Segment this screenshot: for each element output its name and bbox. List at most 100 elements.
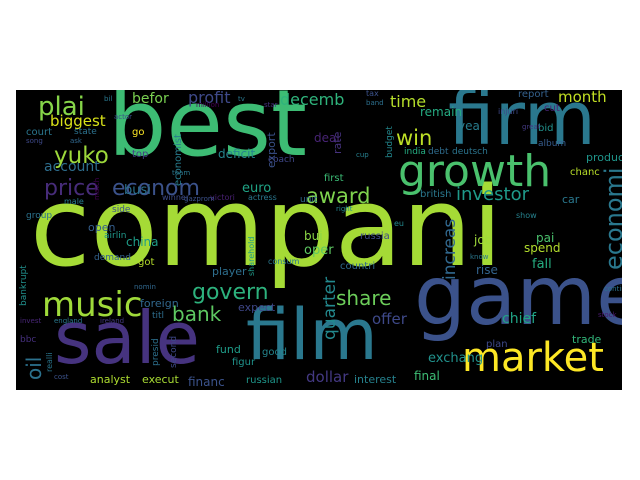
word-interest: interest bbox=[354, 373, 397, 386]
word-india: india bbox=[404, 147, 426, 157]
word-month: month bbox=[558, 90, 607, 106]
word-contin: contin bbox=[604, 285, 622, 293]
word-budget: budget bbox=[385, 126, 395, 158]
word-product: product bbox=[586, 151, 622, 164]
word-russia: russia bbox=[360, 231, 390, 242]
word-chief: chief bbox=[502, 311, 537, 327]
word-go: go bbox=[132, 127, 145, 138]
word-oil: oil bbox=[22, 356, 46, 380]
word-million: million bbox=[196, 101, 220, 109]
word-music: music bbox=[42, 285, 143, 325]
word-offer: offer bbox=[372, 310, 407, 328]
word-best: best bbox=[108, 90, 308, 177]
word-plai: plai bbox=[38, 92, 85, 122]
word-tax: tax bbox=[366, 90, 379, 98]
word-side: side bbox=[112, 205, 131, 215]
word-bank: bank bbox=[172, 302, 222, 326]
word-share: share bbox=[336, 286, 392, 310]
word-account: account bbox=[44, 159, 100, 175]
word-song: song bbox=[26, 137, 43, 145]
word-figur: figur bbox=[232, 357, 256, 368]
word-injuri: injuri bbox=[498, 107, 519, 116]
word-cup: cup bbox=[356, 151, 369, 159]
word-execut: execut bbox=[142, 373, 179, 386]
word-busi: busi bbox=[124, 183, 151, 198]
word-growth: growth bbox=[398, 146, 552, 197]
word-economi: economi bbox=[600, 167, 622, 270]
word-spend: spend bbox=[524, 241, 561, 255]
word-fund: fund bbox=[216, 343, 241, 356]
word-bui: bui bbox=[304, 229, 323, 243]
word-group: group bbox=[26, 211, 53, 221]
word-british: british bbox=[420, 189, 452, 200]
word-actress: actress bbox=[248, 193, 277, 202]
word-realli: realli bbox=[45, 352, 54, 372]
word-film: film bbox=[246, 294, 378, 376]
word-befor: befor bbox=[132, 91, 169, 107]
word-sale: sale bbox=[54, 296, 200, 380]
word-unit: unit bbox=[300, 195, 318, 205]
word-report: report bbox=[518, 90, 549, 100]
word-male: male bbox=[64, 197, 84, 206]
word-invest: invest bbox=[20, 317, 42, 325]
word-deutsch: deutsch bbox=[452, 147, 488, 157]
word-plan: plan bbox=[486, 339, 508, 350]
word-cost: cost bbox=[54, 373, 69, 381]
word-winner: winner bbox=[162, 193, 190, 202]
word-firm: firm bbox=[448, 90, 596, 162]
word-deal: deal bbox=[314, 131, 340, 145]
word-increas: increas bbox=[440, 218, 460, 280]
word-coach: coach bbox=[268, 155, 295, 165]
word-cut: cut bbox=[544, 103, 560, 114]
word-foreign: foreign bbox=[140, 297, 179, 310]
word-rate: rate bbox=[331, 131, 344, 154]
word-stock: stock bbox=[598, 311, 617, 319]
word-great: great bbox=[522, 123, 541, 131]
word-fall: fall bbox=[532, 257, 552, 272]
word-investor: investor bbox=[456, 184, 529, 205]
word-cloud: compani best game firm sale film growth … bbox=[16, 90, 622, 390]
word-tv: tv bbox=[238, 95, 245, 103]
word-presid: presid bbox=[151, 338, 161, 366]
word-final: final bbox=[414, 369, 440, 383]
word-russian: russian bbox=[246, 375, 283, 386]
word-got: got bbox=[138, 257, 155, 268]
word-govern: govern bbox=[192, 280, 269, 305]
word-know: know bbox=[470, 253, 489, 261]
word-england: england bbox=[54, 317, 83, 325]
word-team: team bbox=[172, 169, 191, 177]
word-countri: countri bbox=[340, 261, 376, 272]
word-top: top bbox=[132, 149, 149, 160]
word-award: award bbox=[306, 184, 371, 208]
word-match: match bbox=[93, 177, 101, 200]
word-bbc: bbc bbox=[20, 335, 37, 345]
word-nomin: nomin bbox=[134, 283, 156, 291]
word-right: right bbox=[336, 205, 353, 213]
word-album: album bbox=[538, 139, 567, 149]
word-oper: oper bbox=[304, 243, 334, 258]
word-victori: victori bbox=[210, 193, 235, 202]
word-ask: ask bbox=[70, 137, 82, 145]
word-euro: euro bbox=[242, 181, 272, 196]
word-ireland: ireland bbox=[100, 317, 125, 325]
word-expect: expect bbox=[238, 301, 276, 314]
word-market: market bbox=[462, 335, 604, 381]
word-time: time bbox=[390, 92, 427, 111]
word-debt: debt bbox=[428, 147, 449, 157]
word-job: job bbox=[474, 233, 493, 247]
word-court: court bbox=[26, 127, 52, 138]
word-state: state bbox=[74, 127, 97, 137]
word-win: win bbox=[396, 126, 433, 150]
word-analyst: analyst bbox=[90, 373, 131, 386]
word-trade: trade bbox=[572, 333, 602, 346]
word-deficit: deficit bbox=[218, 147, 256, 161]
word-economist: economist bbox=[173, 134, 184, 186]
word-yuko: yuko bbox=[54, 143, 109, 169]
word-bil: bil bbox=[104, 95, 113, 103]
word-band: band bbox=[366, 99, 384, 107]
word-quarter: quarter bbox=[320, 276, 340, 340]
word-actor: actor bbox=[114, 113, 133, 121]
word-compani: compani bbox=[30, 163, 503, 291]
word-good: good bbox=[262, 347, 287, 358]
word-open: open bbox=[88, 221, 116, 234]
